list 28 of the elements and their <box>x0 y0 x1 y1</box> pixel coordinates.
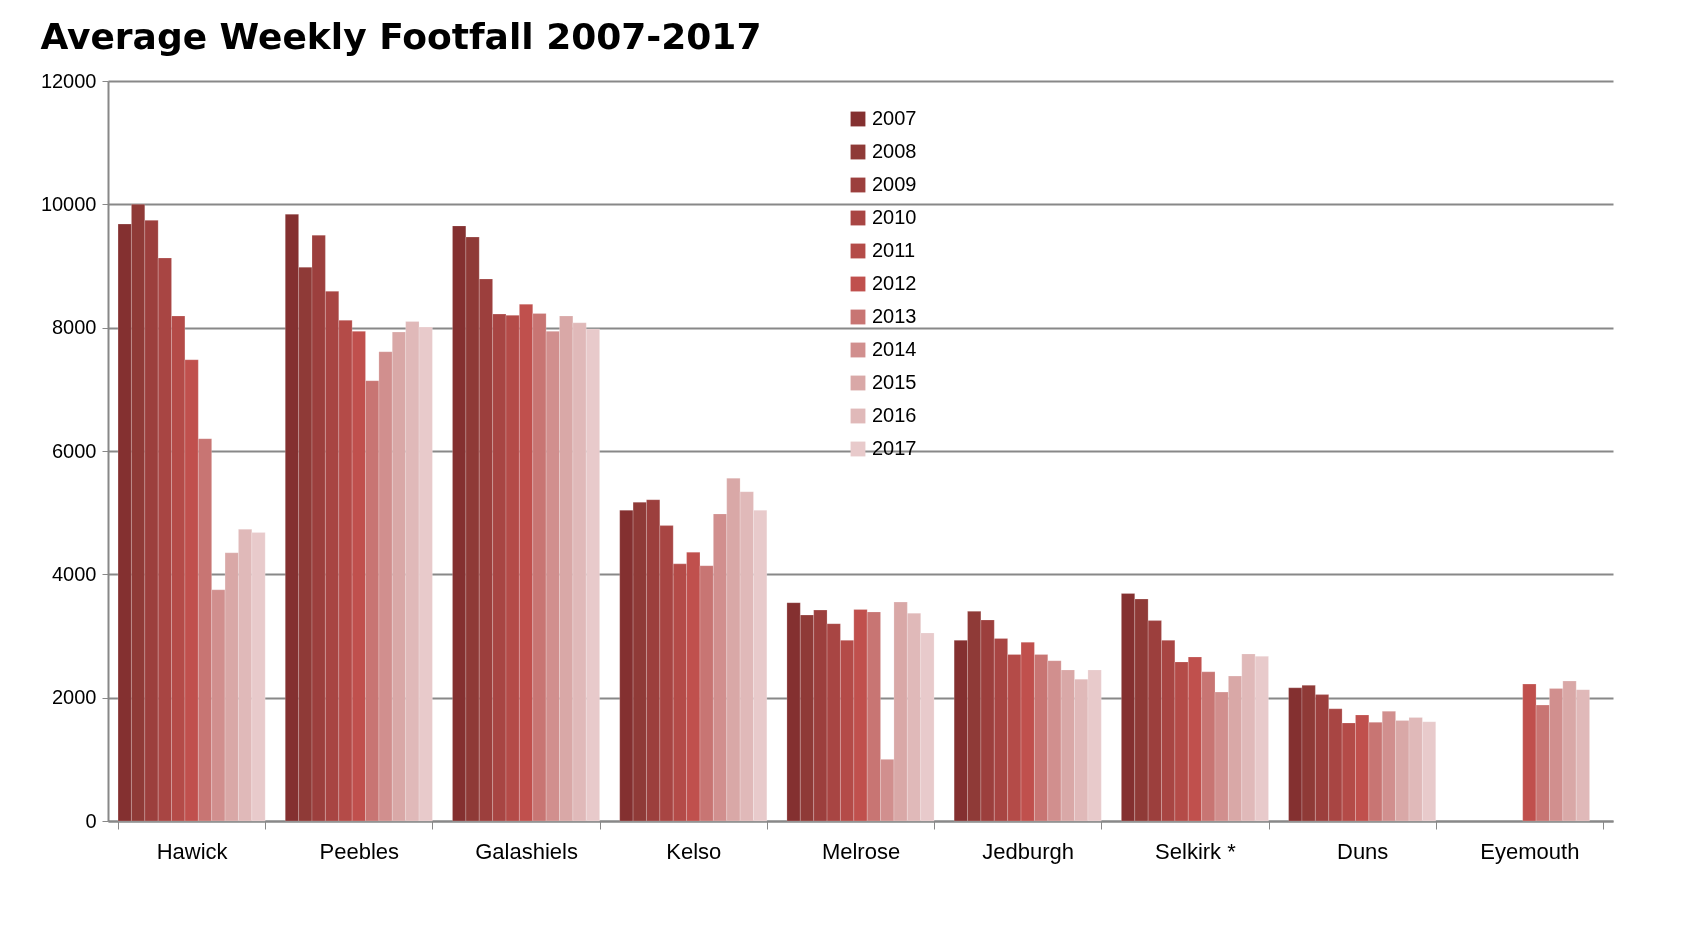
legend-label: 2016 <box>872 404 917 426</box>
x-tick-label: Galashiels <box>475 838 578 864</box>
x-tick-label: Jedburgh <box>982 838 1075 864</box>
legend-label: 2015 <box>872 371 917 393</box>
y-tick-label: 12000 <box>40 69 97 92</box>
y-tick-label: 10000 <box>40 192 97 215</box>
chart-title: Average Weekly Footfall 2007-2017 <box>40 16 762 57</box>
y-tick-label: 0 <box>85 809 97 832</box>
legend-label: 2009 <box>872 173 917 195</box>
legend-label: 2012 <box>872 272 917 294</box>
x-tick-label: Kelso <box>666 838 722 864</box>
legend-label: 2010 <box>872 206 917 228</box>
legend-label: 2017 <box>872 437 917 459</box>
x-tick-label: Hawick <box>156 838 229 864</box>
legend-label: 2008 <box>872 140 917 162</box>
legend-label: 2014 <box>872 338 917 360</box>
legend-label: 2013 <box>872 305 917 327</box>
x-tick-label: Melrose <box>821 838 901 864</box>
legend-label: 2011 <box>872 239 916 261</box>
y-tick-label: 2000 <box>52 686 97 709</box>
y-tick-label: 8000 <box>52 316 97 339</box>
x-tick-label: Selkirk * <box>1155 838 1237 864</box>
legend-label: 2007 <box>872 107 917 129</box>
x-tick-label: Eyemouth <box>1480 838 1580 864</box>
x-tick-label: Duns <box>1336 838 1389 864</box>
y-tick-label: 4000 <box>52 562 97 585</box>
y-tick-label: 6000 <box>52 439 97 462</box>
x-tick-label: Peebles <box>319 838 400 864</box>
